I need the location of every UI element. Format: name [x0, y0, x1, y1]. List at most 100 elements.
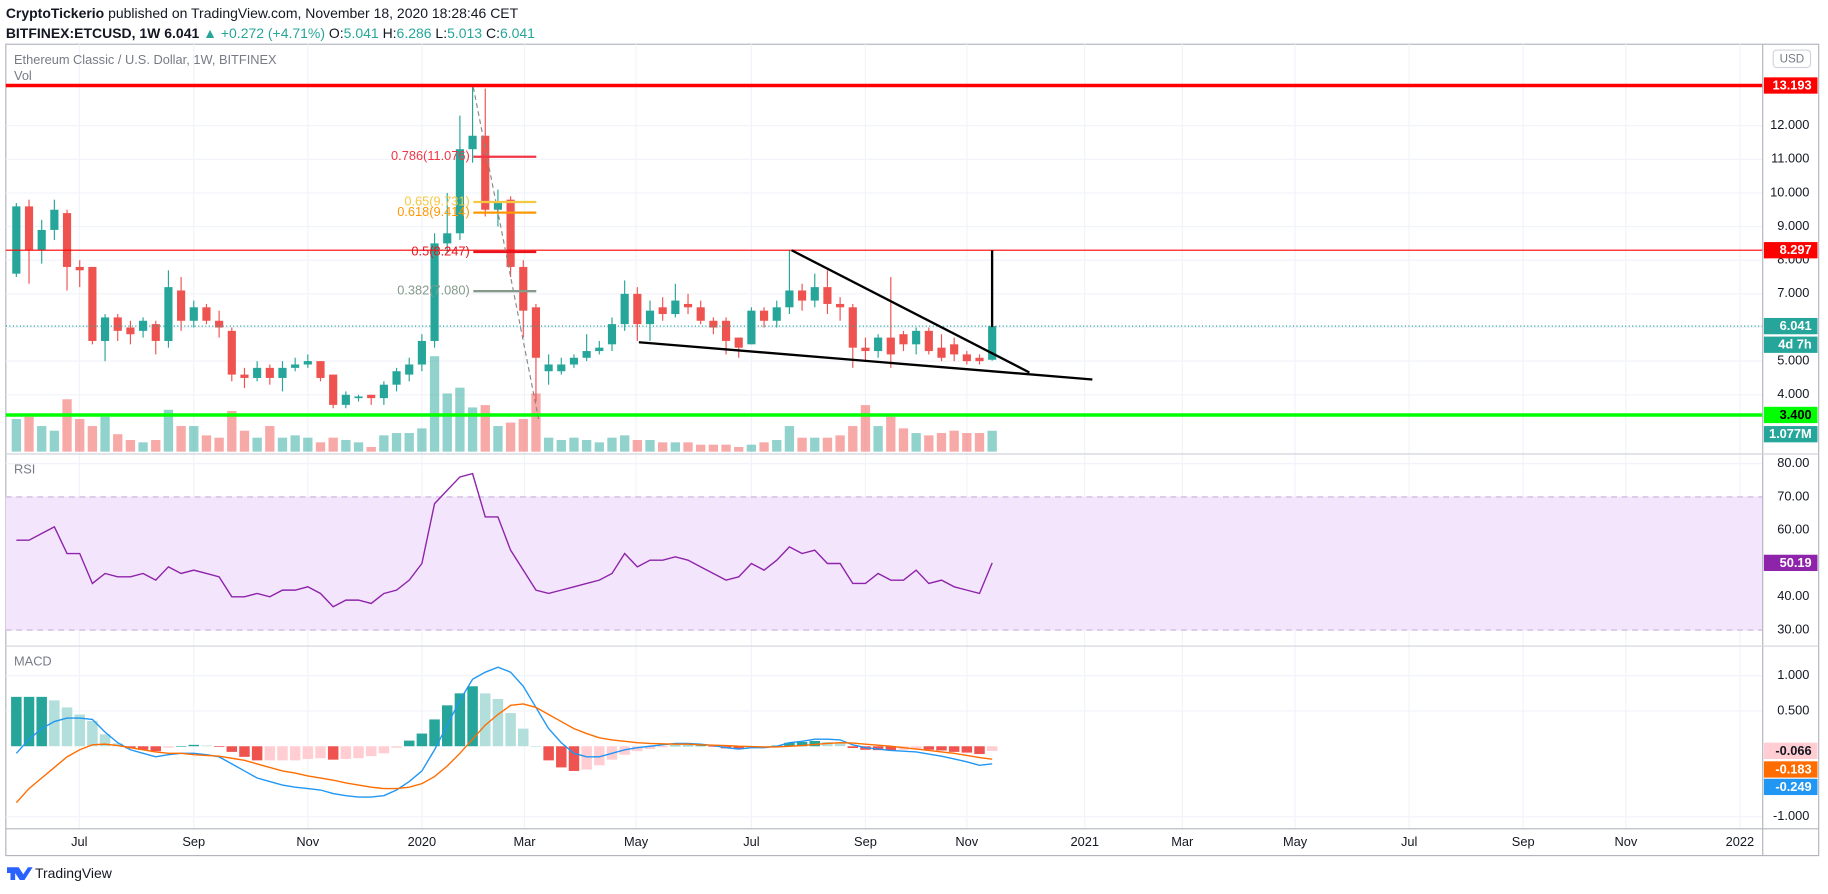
histogram-bar — [213, 746, 225, 747]
histogram-bar — [708, 746, 719, 747]
volume-bar — [886, 416, 896, 452]
candle-body — [645, 310, 655, 325]
candle-body — [341, 394, 350, 405]
x-tick-label: Nov — [955, 834, 978, 849]
volume-bar — [100, 416, 110, 452]
histogram-bar — [657, 746, 668, 748]
candle-body — [253, 367, 262, 378]
volume-bar — [645, 440, 655, 452]
histogram-bar — [251, 746, 263, 761]
ohlc-key: H: — [383, 24, 397, 40]
histogram-bar — [74, 714, 85, 747]
histogram-bar — [429, 719, 440, 747]
volume-bar — [708, 444, 719, 452]
volume-bar — [556, 440, 566, 452]
volume-bar — [480, 405, 490, 452]
histogram-bar — [670, 745, 681, 747]
volume-bar — [24, 416, 34, 452]
x-tick-label: 2022 — [1726, 834, 1754, 849]
level-label: 13.193 — [1773, 77, 1812, 92]
candle-body — [582, 351, 591, 358]
volume-bar — [822, 437, 833, 452]
series-title: Ethereum Classic / U.S. Dollar, 1W, BITF… — [14, 52, 277, 67]
volume-bar — [214, 437, 224, 452]
candle-body — [519, 266, 528, 311]
volume-bar — [734, 447, 744, 452]
candle-body — [291, 364, 300, 368]
published: published on TradingView.com, November 1… — [104, 5, 518, 21]
histogram-bar — [416, 733, 428, 747]
volume-label-box — [1763, 426, 1818, 443]
histogram-bar — [365, 746, 377, 757]
y-tick-label: 7.000 — [1777, 285, 1809, 300]
x-tick-label: Sep — [182, 834, 205, 849]
histogram-bar — [188, 744, 200, 747]
candle-body — [874, 337, 883, 352]
histogram-bar — [568, 746, 580, 771]
y-tick-label: 30.00 — [1777, 621, 1809, 636]
candle-body — [772, 307, 781, 321]
histogram-bar — [175, 746, 187, 747]
volume-bar — [531, 393, 541, 452]
change: ▲ +0.272 (+4.71%) — [203, 24, 325, 40]
symbol: BITFINEX:ETCUSD, 1W — [6, 24, 161, 40]
y-tick-label: 40.00 — [1777, 588, 1809, 603]
histogram-bar — [923, 746, 935, 750]
y-tick-label: 10.000 — [1770, 184, 1809, 199]
volume-bar — [49, 430, 60, 452]
currency-box[interactable] — [1772, 49, 1812, 69]
rsi-band — [5, 496, 1763, 631]
histogram-value-label-box — [1763, 742, 1818, 759]
volume-bar — [797, 437, 807, 452]
candle-body — [785, 290, 794, 308]
candle-body — [823, 287, 832, 304]
brand: TradingView — [35, 865, 113, 881]
fib-label: 0.618(9.414) — [397, 204, 470, 219]
histogram-bar — [36, 696, 47, 747]
candle-body — [924, 330, 933, 352]
y-tick-label: 9.000 — [1777, 218, 1809, 233]
level-label-box — [1763, 77, 1818, 94]
histogram-bar — [910, 746, 922, 750]
candle-body — [759, 310, 769, 321]
volume-bar — [303, 437, 313, 452]
volume-bar — [924, 435, 934, 452]
candle-body — [177, 290, 186, 321]
volume-bar — [810, 437, 820, 452]
candle-body — [303, 361, 312, 365]
histogram-bar — [936, 746, 947, 751]
candle-body — [164, 287, 173, 341]
candle-body — [50, 209, 59, 230]
x-tick-label: 2021 — [1070, 834, 1098, 849]
histogram-bar — [226, 746, 238, 752]
histogram-bar — [530, 746, 542, 747]
volume-bar — [784, 426, 795, 452]
y-tick-label: 60.00 — [1777, 522, 1809, 537]
volume-bar — [163, 409, 174, 452]
macd-value-label-box — [1763, 778, 1818, 796]
volume-bar — [721, 444, 731, 452]
histogram-bar — [885, 746, 897, 751]
grid-layer — [5, 44, 1763, 829]
volume-bar — [936, 433, 947, 452]
volume-bar — [772, 440, 782, 452]
histogram-bar — [467, 686, 478, 747]
header-line: CryptoTickerio published on TradingView.… — [6, 5, 519, 21]
volume-bar — [417, 428, 427, 452]
volume-bar — [835, 435, 845, 452]
candle-body — [151, 324, 160, 341]
candle-body — [316, 361, 325, 378]
volume-bar — [328, 437, 338, 452]
candle-body — [481, 135, 490, 210]
currency[interactable]: USD — [1780, 52, 1805, 65]
candle-body — [937, 347, 946, 358]
histogram-bar — [391, 746, 402, 748]
volume-bar — [949, 430, 959, 452]
last-price-label-box — [1763, 317, 1818, 335]
candle-body — [278, 367, 287, 378]
candle-body — [975, 357, 984, 362]
volume-bar — [505, 422, 516, 452]
volume-bar — [898, 428, 909, 452]
